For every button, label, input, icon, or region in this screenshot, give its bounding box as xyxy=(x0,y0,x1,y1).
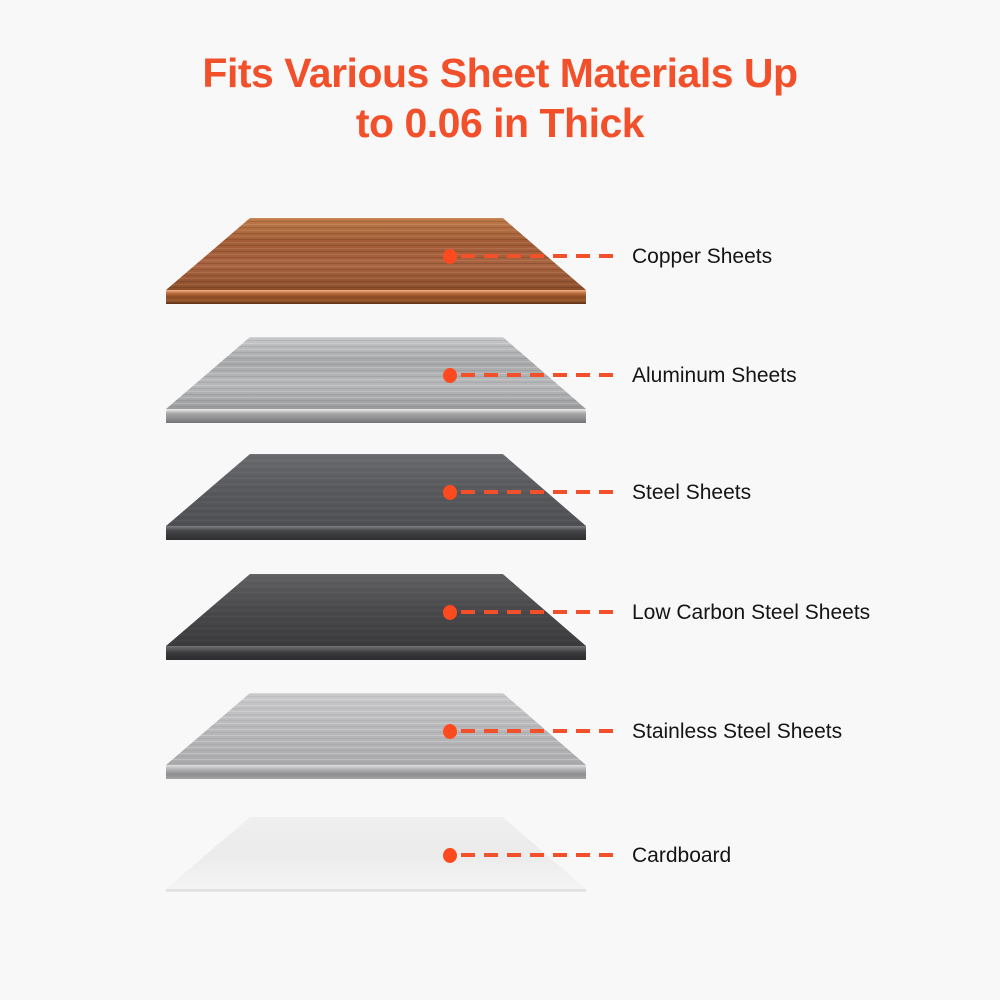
material-label: Steel Sheets xyxy=(632,480,752,504)
callout: Aluminum Sheets xyxy=(443,363,797,387)
material-row: Stainless Steel Sheets xyxy=(0,693,1000,793)
aluminum-sheets-edge-face xyxy=(166,409,586,423)
callout-dot-icon xyxy=(443,723,457,739)
material-label: Copper Sheets xyxy=(632,244,773,268)
low-carbon-steel-sheets-edge-face xyxy=(166,646,586,660)
material-row: Aluminum Sheets xyxy=(0,337,1000,437)
material-row: Copper Sheets xyxy=(0,218,1000,318)
material-label: Aluminum Sheets xyxy=(632,363,797,387)
callout-dot-icon xyxy=(443,248,457,264)
material-label: Cardboard xyxy=(632,843,732,867)
page-title-line-1: Fits Various Sheet Materials Up xyxy=(202,50,798,96)
steel-sheets-edge-face xyxy=(166,526,586,540)
callout: Cardboard xyxy=(443,843,732,867)
callout-dashed-line xyxy=(461,373,621,377)
callout-dot-icon xyxy=(443,367,457,383)
stainless-steel-sheets-edge-face xyxy=(166,765,586,779)
callout-dashed-line xyxy=(461,254,621,258)
callout: Steel Sheets xyxy=(443,480,752,504)
page-title: Fits Various Sheet Materials Up to 0.06 … xyxy=(0,48,1000,148)
material-row: Steel Sheets xyxy=(0,454,1000,554)
callout: Copper Sheets xyxy=(443,244,773,268)
material-label: Low Carbon Steel Sheets xyxy=(632,600,871,624)
material-row: Cardboard xyxy=(0,817,1000,917)
aluminum-sheets-sheet-image xyxy=(166,337,586,423)
callout: Low Carbon Steel Sheets xyxy=(443,600,871,624)
page-title-line-2: to 0.06 in Thick xyxy=(355,100,645,146)
callout-dot-icon xyxy=(443,484,457,500)
callout-dashed-line xyxy=(461,853,621,857)
callout-dashed-line xyxy=(461,729,621,733)
callout-dot-icon xyxy=(443,604,457,620)
copper-sheets-edge-face xyxy=(166,290,586,304)
callout-dashed-line xyxy=(461,490,621,494)
material-row: Low Carbon Steel Sheets xyxy=(0,574,1000,674)
cardboard-sheet-image xyxy=(166,817,586,903)
material-label: Stainless Steel Sheets xyxy=(632,719,843,743)
callout-dashed-line xyxy=(461,610,621,614)
callout-dot-icon xyxy=(443,847,457,863)
callout: Stainless Steel Sheets xyxy=(443,719,843,743)
cardboard-edge-face xyxy=(166,889,586,892)
